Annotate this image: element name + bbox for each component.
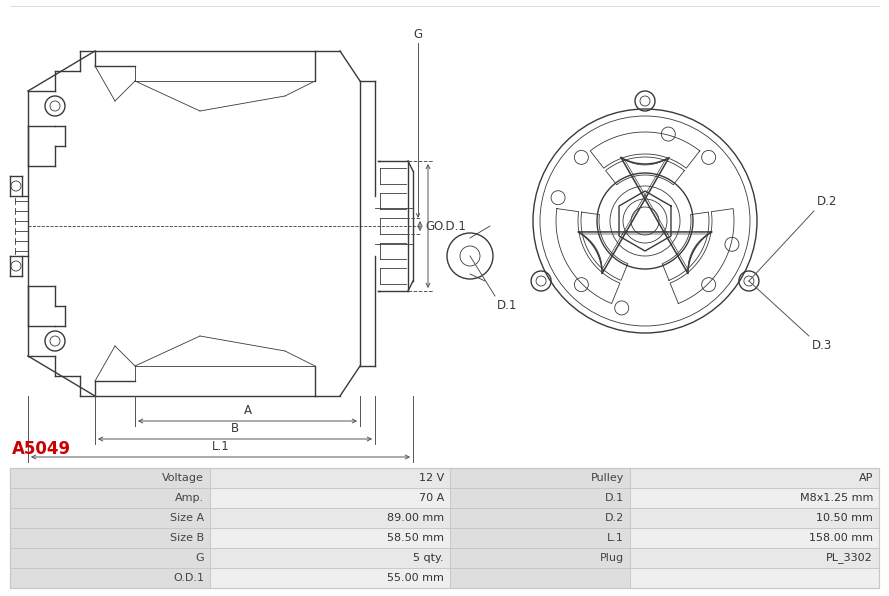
Text: PL_3302: PL_3302 bbox=[826, 552, 873, 563]
Text: Voltage: Voltage bbox=[162, 473, 204, 483]
Bar bbox=[10, 468, 879, 488]
Text: A: A bbox=[244, 404, 252, 417]
Bar bbox=[10, 568, 879, 588]
Text: G: G bbox=[425, 219, 434, 232]
Bar bbox=[10, 468, 879, 588]
Bar bbox=[10, 488, 210, 508]
Bar bbox=[10, 508, 210, 528]
Bar bbox=[450, 568, 630, 588]
Text: M8x1.25 mm: M8x1.25 mm bbox=[799, 493, 873, 503]
Text: AP: AP bbox=[859, 473, 873, 483]
Bar bbox=[10, 528, 210, 548]
Text: D.2: D.2 bbox=[605, 513, 624, 523]
Text: L.1: L.1 bbox=[607, 533, 624, 543]
Text: Amp.: Amp. bbox=[175, 493, 204, 503]
Text: 5 qty.: 5 qty. bbox=[413, 553, 444, 563]
Text: G: G bbox=[413, 28, 422, 41]
Text: G: G bbox=[196, 553, 204, 563]
Text: 12 V: 12 V bbox=[419, 473, 444, 483]
Text: 70 A: 70 A bbox=[419, 493, 444, 503]
Bar bbox=[10, 488, 879, 508]
Text: D.1: D.1 bbox=[605, 493, 624, 503]
Text: L.1: L.1 bbox=[212, 440, 229, 453]
Text: Pulley: Pulley bbox=[590, 473, 624, 483]
Bar bbox=[10, 548, 879, 568]
Bar bbox=[450, 528, 630, 548]
Bar bbox=[450, 468, 630, 488]
Text: 58.50 mm: 58.50 mm bbox=[387, 533, 444, 543]
Bar bbox=[450, 508, 630, 528]
Bar bbox=[10, 468, 210, 488]
Text: Size A: Size A bbox=[170, 513, 204, 523]
Bar bbox=[450, 488, 630, 508]
Text: 158.00 mm: 158.00 mm bbox=[809, 533, 873, 543]
Text: O.D.1: O.D.1 bbox=[173, 573, 204, 583]
Bar bbox=[10, 548, 210, 568]
Text: D.1: D.1 bbox=[497, 299, 517, 312]
Bar bbox=[10, 568, 210, 588]
Text: Size B: Size B bbox=[170, 533, 204, 543]
Bar bbox=[10, 528, 879, 548]
Bar bbox=[450, 548, 630, 568]
Text: 55.00 mm: 55.00 mm bbox=[387, 573, 444, 583]
Text: O.D.1: O.D.1 bbox=[433, 219, 466, 232]
Text: Plug: Plug bbox=[600, 553, 624, 563]
Text: 89.00 mm: 89.00 mm bbox=[387, 513, 444, 523]
Text: B: B bbox=[231, 422, 239, 435]
Text: A5049: A5049 bbox=[12, 440, 71, 458]
Bar bbox=[10, 508, 879, 528]
Text: D.2: D.2 bbox=[817, 195, 837, 208]
Text: 10.50 mm: 10.50 mm bbox=[816, 513, 873, 523]
Text: D.3: D.3 bbox=[812, 339, 832, 352]
